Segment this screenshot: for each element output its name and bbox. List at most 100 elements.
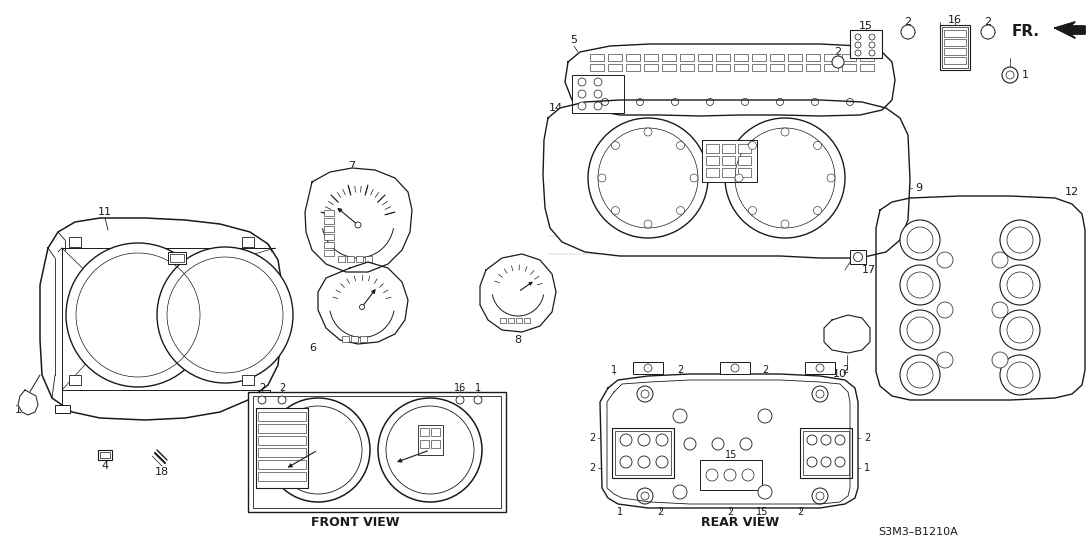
Circle shape xyxy=(355,222,360,228)
Bar xyxy=(851,30,882,58)
Text: 18: 18 xyxy=(155,467,169,477)
Circle shape xyxy=(855,42,861,48)
Bar xyxy=(842,64,856,71)
Bar xyxy=(698,64,712,71)
Circle shape xyxy=(835,457,845,467)
Circle shape xyxy=(812,386,828,402)
Bar xyxy=(100,452,110,458)
Circle shape xyxy=(578,90,586,98)
Circle shape xyxy=(637,386,653,402)
Text: 2: 2 xyxy=(864,433,870,443)
Circle shape xyxy=(157,247,293,383)
Circle shape xyxy=(758,409,772,423)
Bar xyxy=(715,54,730,61)
Text: 2: 2 xyxy=(797,507,803,517)
Circle shape xyxy=(781,128,790,136)
Bar xyxy=(524,318,530,323)
Bar xyxy=(69,237,81,247)
Circle shape xyxy=(456,396,464,404)
Text: 1: 1 xyxy=(475,383,481,393)
Circle shape xyxy=(594,90,602,98)
Circle shape xyxy=(676,142,685,149)
Text: 2: 2 xyxy=(834,47,842,57)
Circle shape xyxy=(807,435,817,445)
Bar xyxy=(722,168,735,177)
Bar xyxy=(738,168,751,177)
Bar xyxy=(788,54,802,61)
Text: 11: 11 xyxy=(98,207,112,217)
Bar xyxy=(824,54,839,61)
Text: 1: 1 xyxy=(864,463,870,473)
Circle shape xyxy=(900,355,940,395)
Polygon shape xyxy=(19,390,38,415)
Text: 5: 5 xyxy=(571,35,577,45)
Circle shape xyxy=(641,492,649,500)
Circle shape xyxy=(846,98,854,106)
Circle shape xyxy=(816,390,824,398)
Bar xyxy=(258,448,306,457)
Circle shape xyxy=(644,128,652,136)
Circle shape xyxy=(900,220,940,260)
Circle shape xyxy=(578,78,586,86)
Circle shape xyxy=(812,488,828,504)
Text: 2: 2 xyxy=(726,507,733,517)
Text: 15: 15 xyxy=(756,507,768,517)
Polygon shape xyxy=(305,168,412,272)
Circle shape xyxy=(992,302,1008,318)
Circle shape xyxy=(1006,71,1014,79)
Bar xyxy=(431,440,440,448)
Text: 10: 10 xyxy=(840,345,854,355)
Text: 2: 2 xyxy=(590,433,596,443)
Circle shape xyxy=(274,406,362,494)
Circle shape xyxy=(907,272,933,298)
Circle shape xyxy=(684,438,696,450)
Text: 2: 2 xyxy=(984,17,992,27)
Circle shape xyxy=(992,252,1008,268)
Circle shape xyxy=(578,102,586,110)
Text: 10: 10 xyxy=(833,369,847,379)
Bar xyxy=(168,252,186,264)
Bar xyxy=(800,428,852,478)
Circle shape xyxy=(656,434,668,446)
Bar xyxy=(325,218,334,224)
Bar xyxy=(770,64,784,71)
Polygon shape xyxy=(480,254,556,332)
Circle shape xyxy=(725,118,845,238)
Circle shape xyxy=(1000,220,1040,260)
Bar xyxy=(264,405,278,413)
Text: 14: 14 xyxy=(262,401,274,411)
Bar xyxy=(356,256,363,262)
Bar xyxy=(806,54,820,61)
Polygon shape xyxy=(565,44,895,116)
Circle shape xyxy=(673,485,687,499)
Circle shape xyxy=(813,142,821,149)
Bar xyxy=(633,362,663,374)
Circle shape xyxy=(1007,317,1033,343)
Circle shape xyxy=(672,98,678,106)
Bar xyxy=(56,405,70,413)
Bar xyxy=(242,237,254,247)
Bar xyxy=(806,64,820,71)
Circle shape xyxy=(706,469,718,481)
Bar xyxy=(842,54,856,61)
Text: S3M3–B1210A: S3M3–B1210A xyxy=(878,527,958,537)
Circle shape xyxy=(854,253,862,262)
Circle shape xyxy=(644,220,652,228)
Bar xyxy=(242,375,254,385)
Circle shape xyxy=(386,406,474,494)
Bar xyxy=(860,64,874,71)
Bar xyxy=(608,54,622,61)
Circle shape xyxy=(474,396,482,404)
Circle shape xyxy=(1007,227,1033,253)
Bar xyxy=(770,54,784,61)
Bar xyxy=(662,64,676,71)
Circle shape xyxy=(611,206,620,215)
Circle shape xyxy=(594,102,602,110)
Text: 9: 9 xyxy=(915,183,922,193)
Bar xyxy=(715,64,730,71)
Circle shape xyxy=(937,302,953,318)
Bar xyxy=(720,362,750,374)
Bar xyxy=(365,256,372,262)
Bar xyxy=(325,242,334,248)
Circle shape xyxy=(748,142,757,149)
